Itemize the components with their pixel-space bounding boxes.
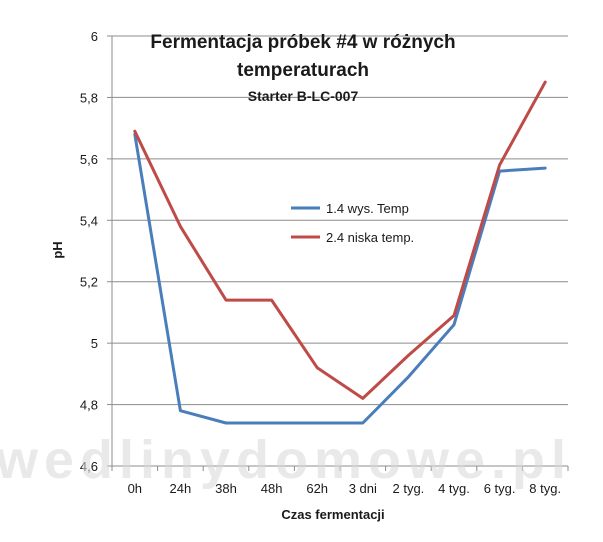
x-tick-label: 62h <box>306 481 328 496</box>
chart-title-line2: temperaturach <box>237 60 369 81</box>
y-tick-label: 5,8 <box>80 90 98 105</box>
y-axis-label: pH <box>50 241 65 258</box>
axes <box>107 35 569 471</box>
legend: 1.4 wys. Temp 2.4 niska temp. <box>291 201 414 245</box>
x-tick-label: 4 tyg. <box>438 481 470 496</box>
y-tick-labels: 4,6 4,8 5 5,2 5,4 5,6 5,8 6 <box>80 29 98 474</box>
chart-subtitle: Starter B-LC-007 <box>248 88 359 104</box>
y-tick-label: 5,2 <box>80 275 98 290</box>
legend-label-series-1: 1.4 wys. Temp <box>326 201 409 216</box>
y-tick-label: 5,6 <box>80 152 98 167</box>
x-tick-label: 38h <box>215 481 237 496</box>
x-tick-label: 3 dni <box>349 481 377 496</box>
x-tick-label: 0h <box>128 481 142 496</box>
y-tick-label: 4,8 <box>80 398 98 413</box>
chart-title-line1: Fermentacja próbek #4 w różnych <box>150 32 455 53</box>
y-tick-label: 5 <box>91 336 98 351</box>
x-tick-label: 48h <box>261 481 283 496</box>
y-tick-label: 6 <box>91 29 98 44</box>
x-axis-label: Czas fermentacji <box>281 507 384 522</box>
series-lines <box>133 80 547 425</box>
x-tick-labels: 0h 24h 38h 48h 62h 3 dni 2 tyg. 4 tyg. 6 tyg. 8 t… <box>128 481 562 496</box>
x-tick-label: 8 tyg. <box>529 481 561 496</box>
series-line-1 <box>133 132 547 425</box>
x-tick-label: 6 tyg. <box>484 481 516 496</box>
legend-label-series-2: 2.4 niska temp. <box>326 230 414 245</box>
watermark: wedlinydomowe.pl <box>0 430 572 490</box>
y-tick-label: 4,6 <box>80 459 98 474</box>
x-tick-label: 24h <box>170 481 192 496</box>
y-tick-label: 5,4 <box>80 213 98 228</box>
x-tick-label: 2 tyg. <box>393 481 425 496</box>
series-line-2 <box>133 80 547 400</box>
